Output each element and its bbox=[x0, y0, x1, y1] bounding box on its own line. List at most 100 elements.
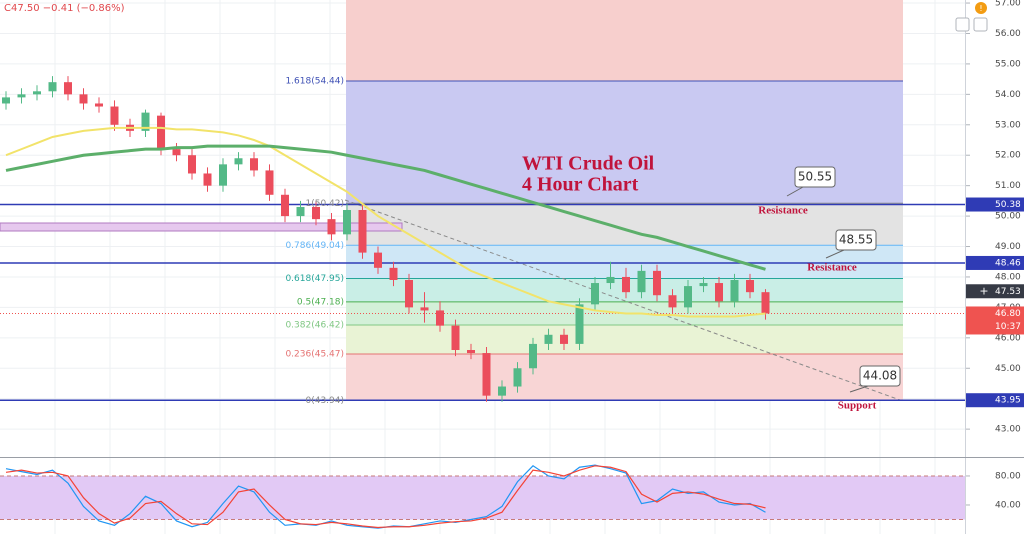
y-tick-label: 80.00 bbox=[995, 471, 1021, 481]
fib-label: 0.786(49.04) bbox=[285, 241, 344, 251]
candle-body bbox=[389, 267, 398, 280]
candle-body bbox=[296, 206, 305, 217]
candle-body bbox=[95, 103, 103, 107]
candle-body bbox=[141, 112, 150, 131]
axis-layer: 43.0044.0045.0046.0047.0048.0049.0050.00… bbox=[966, 0, 1024, 510]
moving-average bbox=[5, 144, 766, 271]
front-layer: 1.618(54.44) 1(50.42) 0.786(49.04) 0.618(47… bbox=[285, 76, 901, 412]
fib-zone bbox=[346, 353, 903, 401]
price-label: 48.46 bbox=[995, 258, 1021, 268]
callout-arrow bbox=[825, 249, 845, 259]
callout-note: Resistance bbox=[807, 262, 857, 274]
candle-body bbox=[327, 219, 336, 235]
callout-value: 48.55 bbox=[839, 233, 873, 247]
fib-label: 0.236(45.47) bbox=[285, 349, 344, 359]
candle-body bbox=[250, 158, 258, 171]
last-price-box bbox=[966, 306, 1024, 335]
crosshair-price-label: 47.53 bbox=[995, 287, 1021, 297]
candle-body bbox=[110, 106, 119, 125]
candle-body bbox=[343, 210, 351, 235]
y-tick-label: 57.00 bbox=[995, 0, 1021, 9]
fib-label: 1.618(54.44) bbox=[285, 76, 344, 86]
price-label: 43.95 bbox=[995, 396, 1021, 406]
chart-subtitle: 4 Hour Chart bbox=[522, 174, 639, 196]
candle-body bbox=[653, 270, 661, 296]
y-tick-label: 49.00 bbox=[995, 242, 1021, 252]
y-tick-label: 55.00 bbox=[995, 59, 1021, 69]
candle-body bbox=[420, 307, 429, 311]
candle-body bbox=[544, 334, 553, 344]
candle-body bbox=[172, 149, 181, 156]
candle-body bbox=[529, 343, 537, 369]
candle-body bbox=[79, 94, 88, 104]
fib-label: 0.5(47.18) bbox=[297, 297, 344, 307]
callout-arrow bbox=[786, 186, 804, 197]
candle-body bbox=[591, 283, 599, 305]
candle-body bbox=[699, 283, 708, 287]
download-button[interactable] bbox=[955, 17, 970, 32]
y-tick-label: 54.00 bbox=[995, 90, 1021, 100]
callout-box bbox=[859, 365, 901, 387]
price-label: 50.38 bbox=[995, 200, 1021, 210]
candle-body bbox=[374, 252, 382, 268]
callout-box bbox=[794, 166, 836, 188]
fib-zone bbox=[346, 0, 903, 81]
price-label-box bbox=[966, 393, 1024, 408]
alert-icon[interactable] bbox=[975, 2, 987, 14]
y-tick-label: 45.00 bbox=[995, 364, 1021, 374]
callout-box bbox=[835, 229, 877, 251]
highlight-box bbox=[0, 222, 403, 232]
crosshair-plus: + bbox=[979, 284, 988, 297]
callout-arrow bbox=[849, 385, 869, 393]
candle-body bbox=[715, 283, 723, 302]
y-tick-label: 48.00 bbox=[995, 272, 1021, 282]
fib-zone bbox=[346, 203, 903, 246]
candle-body bbox=[746, 280, 754, 293]
candle-body bbox=[436, 310, 444, 326]
candle-body bbox=[17, 94, 26, 98]
y-tick-label: 52.00 bbox=[995, 151, 1021, 161]
crosshair-price-box bbox=[966, 284, 1024, 299]
callout-value: 44.08 bbox=[863, 369, 897, 383]
candle-body bbox=[668, 295, 677, 308]
mid-layer bbox=[0, 76, 965, 529]
y-tick-label: 43.00 bbox=[995, 425, 1021, 435]
countdown: 10:37 bbox=[995, 322, 1021, 332]
fib-label: 0.382(46.42) bbox=[285, 321, 344, 331]
last-price-label: 46.80 bbox=[995, 309, 1021, 319]
candle-body bbox=[157, 115, 165, 150]
candle-body bbox=[265, 170, 274, 195]
y-tick-label: 40.00 bbox=[995, 500, 1021, 510]
callout-value: 50.55 bbox=[798, 170, 832, 184]
candle-body bbox=[451, 325, 460, 350]
y-tick-label: 56.00 bbox=[995, 29, 1021, 39]
candle-body bbox=[281, 194, 289, 217]
fib-zone bbox=[346, 325, 903, 354]
candle-body bbox=[560, 334, 568, 344]
ticker-info: C47.50 −0.41 (−0.86%) bbox=[4, 3, 125, 14]
y-tick-label: 53.00 bbox=[995, 120, 1021, 130]
y-tick-label: 46.00 bbox=[995, 333, 1021, 343]
candle-body bbox=[730, 280, 739, 302]
y-tick-label: 51.00 bbox=[995, 181, 1021, 191]
candle-body bbox=[405, 280, 413, 308]
stoch-band bbox=[0, 475, 965, 520]
callout-note: Support bbox=[838, 400, 877, 412]
candle-body bbox=[2, 97, 10, 104]
settings-button[interactable] bbox=[973, 17, 988, 32]
trend-line bbox=[344, 199, 901, 401]
candle-body bbox=[606, 276, 615, 284]
candle-body bbox=[358, 210, 367, 253]
candle-body bbox=[761, 292, 770, 314]
candle-body bbox=[203, 173, 212, 186]
candle-body bbox=[188, 155, 196, 174]
callout-note: Resistance bbox=[758, 205, 808, 217]
stoch-line bbox=[5, 465, 766, 529]
fib-label: 0(43.94) bbox=[305, 396, 344, 406]
candle-body bbox=[684, 286, 692, 308]
y-tick-label: 50.00 bbox=[995, 212, 1021, 222]
candle-body bbox=[219, 164, 227, 186]
alert-icon-mark: ! bbox=[979, 4, 982, 13]
fib-label: 1(50.42) bbox=[305, 199, 344, 209]
